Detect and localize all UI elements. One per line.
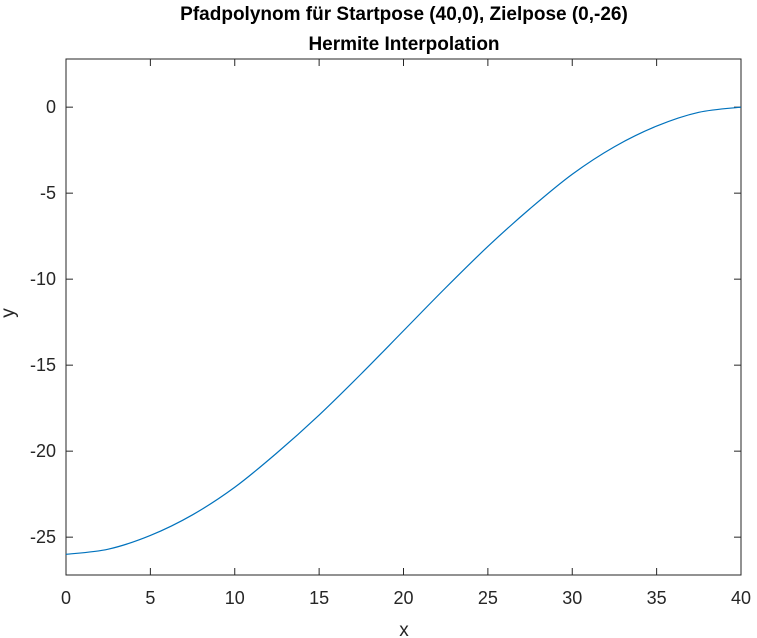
- x-tick-label: 5: [145, 588, 155, 608]
- x-tick-label: 30: [562, 588, 582, 608]
- y-tick-label: -15: [30, 355, 56, 375]
- chart-title-line-1: Pfadpolynom für Startpose (40,0), Zielpo…: [180, 4, 628, 25]
- x-tick-label: 20: [393, 588, 413, 608]
- x-axis-label: x: [399, 620, 409, 638]
- plot-area: 0 5 10 15 20 25 30 35 40 0 -5 -10 -15 -20 -25: [30, 58, 751, 608]
- series-line-0: [65, 106, 742, 555]
- x-tick-label: 15: [309, 588, 329, 608]
- y-tick-label: -5: [40, 183, 56, 203]
- y-tick-label: 0: [46, 97, 56, 117]
- x-tick-label: 35: [647, 588, 667, 608]
- y-tick-label: -10: [30, 269, 56, 289]
- y-axis-label: y: [0, 308, 19, 318]
- chart-title-line-2: Hermite Interpolation: [308, 34, 499, 55]
- x-tick-label: 10: [225, 588, 245, 608]
- y-tick-label: -20: [30, 441, 56, 461]
- x-tick-label: 0: [61, 588, 71, 608]
- x-tick-label: 25: [478, 588, 498, 608]
- y-tick-label: -25: [30, 527, 56, 547]
- x-tick-label: 40: [731, 588, 751, 608]
